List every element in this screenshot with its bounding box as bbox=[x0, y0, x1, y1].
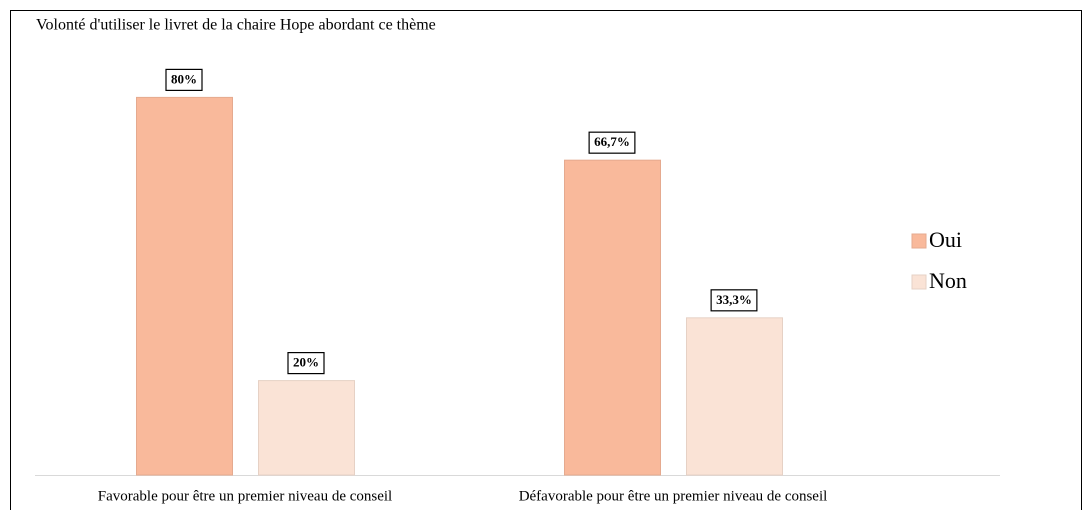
value-label: 33,3% bbox=[716, 292, 752, 307]
value-label-box bbox=[710, 289, 758, 312]
bar bbox=[258, 380, 355, 476]
bar bbox=[686, 317, 783, 476]
value-label-box bbox=[588, 131, 636, 154]
value-label-box bbox=[165, 68, 203, 92]
bar bbox=[136, 96, 233, 476]
legend-label: Oui bbox=[929, 227, 962, 252]
chart-frame bbox=[10, 10, 1082, 510]
value-label: 80% bbox=[171, 71, 197, 86]
legend-swatch bbox=[911, 233, 927, 249]
bar bbox=[564, 159, 661, 476]
chart-title: Volonté d'utiliser le livret de la chair… bbox=[36, 17, 436, 34]
value-label: 66,7% bbox=[594, 134, 630, 149]
legend-swatch bbox=[911, 274, 927, 290]
value-label: 20% bbox=[293, 355, 319, 370]
legend-label: Non bbox=[929, 268, 967, 293]
x-tick-label: Défavorable pour être un premier niveau … bbox=[519, 488, 828, 504]
value-label-box bbox=[287, 352, 325, 375]
x-tick-label: Favorable pour être un premier niveau de… bbox=[98, 488, 392, 504]
